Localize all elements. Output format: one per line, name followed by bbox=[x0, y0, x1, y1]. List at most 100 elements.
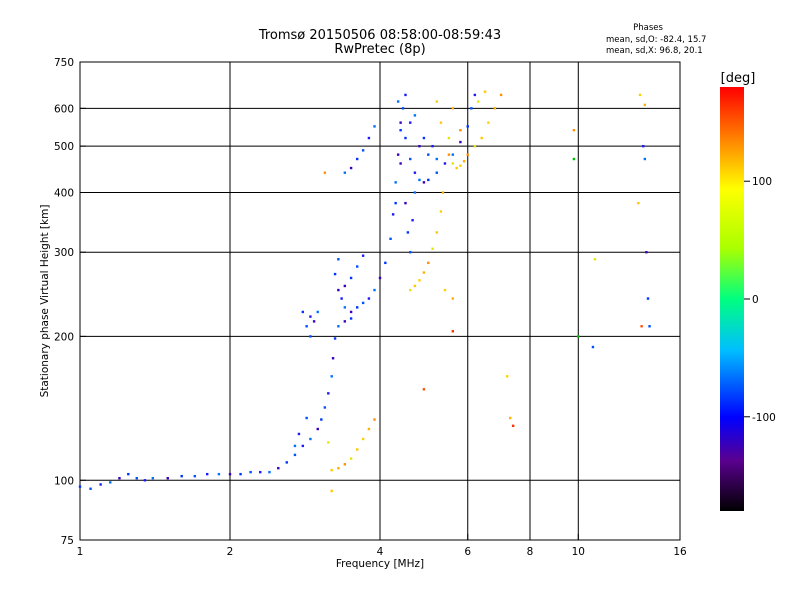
data-point bbox=[297, 432, 301, 436]
data-point bbox=[427, 153, 430, 156]
data-point bbox=[648, 325, 651, 328]
data-point bbox=[411, 219, 414, 222]
y-tick-label: 500 bbox=[54, 141, 74, 153]
data-point bbox=[361, 149, 365, 152]
data-point bbox=[349, 457, 353, 460]
data-point bbox=[337, 288, 340, 292]
data-point bbox=[401, 107, 405, 110]
data-point bbox=[312, 320, 316, 323]
chart-title: Tromsø 20150506 08:58:00-08:59:43 bbox=[258, 28, 501, 43]
y-tick-label: 100 bbox=[54, 475, 74, 487]
data-point bbox=[427, 178, 430, 182]
data-point bbox=[483, 90, 487, 93]
data-point bbox=[466, 153, 469, 156]
data-point bbox=[459, 128, 462, 132]
data-point bbox=[435, 100, 438, 103]
x-tick-label: 6 bbox=[464, 546, 471, 558]
data-point bbox=[439, 210, 443, 213]
data-point bbox=[327, 441, 330, 444]
data-point bbox=[349, 317, 353, 320]
data-point bbox=[361, 254, 365, 257]
data-point bbox=[396, 153, 400, 156]
y-axis-label: Stationary phase Virtual Height [km] bbox=[39, 205, 51, 398]
data-point bbox=[443, 162, 447, 165]
data-point bbox=[508, 416, 512, 420]
data-point bbox=[643, 103, 647, 107]
data-point bbox=[499, 93, 503, 97]
data-point bbox=[333, 272, 337, 276]
x-axis-label: Frequency [MHz] bbox=[336, 558, 424, 570]
data-point bbox=[355, 157, 359, 161]
data-point bbox=[305, 325, 308, 328]
phases-box-title: Phases bbox=[633, 23, 663, 33]
data-point bbox=[293, 444, 297, 448]
data-point bbox=[505, 375, 509, 378]
data-point bbox=[459, 140, 462, 144]
data-point bbox=[249, 470, 252, 474]
data-point bbox=[89, 487, 92, 490]
data-point bbox=[427, 261, 430, 265]
data-point bbox=[487, 121, 490, 124]
data-point bbox=[355, 265, 359, 268]
data-point bbox=[480, 136, 483, 140]
data-point bbox=[293, 453, 297, 457]
data-point bbox=[330, 375, 333, 378]
data-point bbox=[640, 325, 643, 328]
data-point bbox=[413, 114, 417, 117]
x-tick-label: 1 bbox=[77, 546, 84, 558]
data-point bbox=[466, 125, 469, 128]
data-point bbox=[355, 306, 359, 309]
data-point bbox=[327, 392, 330, 395]
data-point bbox=[399, 128, 402, 132]
data-point bbox=[268, 470, 271, 474]
data-point bbox=[572, 128, 576, 132]
data-point bbox=[413, 191, 417, 194]
data-point bbox=[394, 201, 397, 205]
data-point bbox=[180, 474, 183, 478]
data-point bbox=[193, 474, 197, 478]
data-point bbox=[404, 136, 407, 140]
data-point bbox=[301, 310, 305, 314]
data-point bbox=[277, 466, 280, 470]
data-point bbox=[394, 181, 397, 184]
y-tick-label: 400 bbox=[54, 187, 74, 199]
data-point bbox=[228, 472, 232, 476]
data-point bbox=[323, 171, 327, 174]
data-point bbox=[340, 297, 343, 300]
data-point bbox=[455, 166, 458, 170]
data-point bbox=[511, 424, 515, 428]
data-point bbox=[135, 477, 138, 480]
data-point bbox=[406, 231, 410, 234]
data-point bbox=[418, 178, 421, 182]
data-point bbox=[259, 470, 262, 474]
data-point bbox=[305, 416, 308, 420]
data-point bbox=[409, 121, 412, 124]
data-point bbox=[439, 121, 443, 124]
data-point bbox=[645, 251, 648, 254]
data-point bbox=[316, 427, 319, 431]
data-point bbox=[367, 136, 371, 140]
data-point bbox=[337, 258, 340, 261]
data-point bbox=[646, 297, 650, 300]
x-tick-label: 8 bbox=[527, 546, 534, 558]
colorbar-ticks: -100 0 100 bbox=[744, 176, 776, 424]
colorbar-label: [deg] bbox=[721, 71, 756, 86]
data-point bbox=[409, 157, 412, 161]
x-axis-ticks: 1 2 4 6 8 10 16 bbox=[77, 534, 687, 558]
data-point bbox=[330, 468, 333, 472]
data-point bbox=[373, 288, 376, 292]
data-point bbox=[418, 144, 421, 148]
data-point bbox=[462, 160, 466, 163]
data-point bbox=[409, 251, 412, 254]
x-tick-label: 16 bbox=[673, 546, 687, 558]
data-point bbox=[396, 100, 400, 103]
data-point bbox=[361, 301, 365, 305]
data-point bbox=[378, 276, 382, 280]
data-point bbox=[418, 279, 421, 282]
data-point bbox=[343, 463, 347, 466]
data-point bbox=[642, 144, 645, 148]
data-point bbox=[355, 448, 359, 451]
data-point bbox=[309, 335, 312, 338]
y-tick-label: 200 bbox=[54, 331, 74, 343]
data-point bbox=[343, 284, 347, 288]
